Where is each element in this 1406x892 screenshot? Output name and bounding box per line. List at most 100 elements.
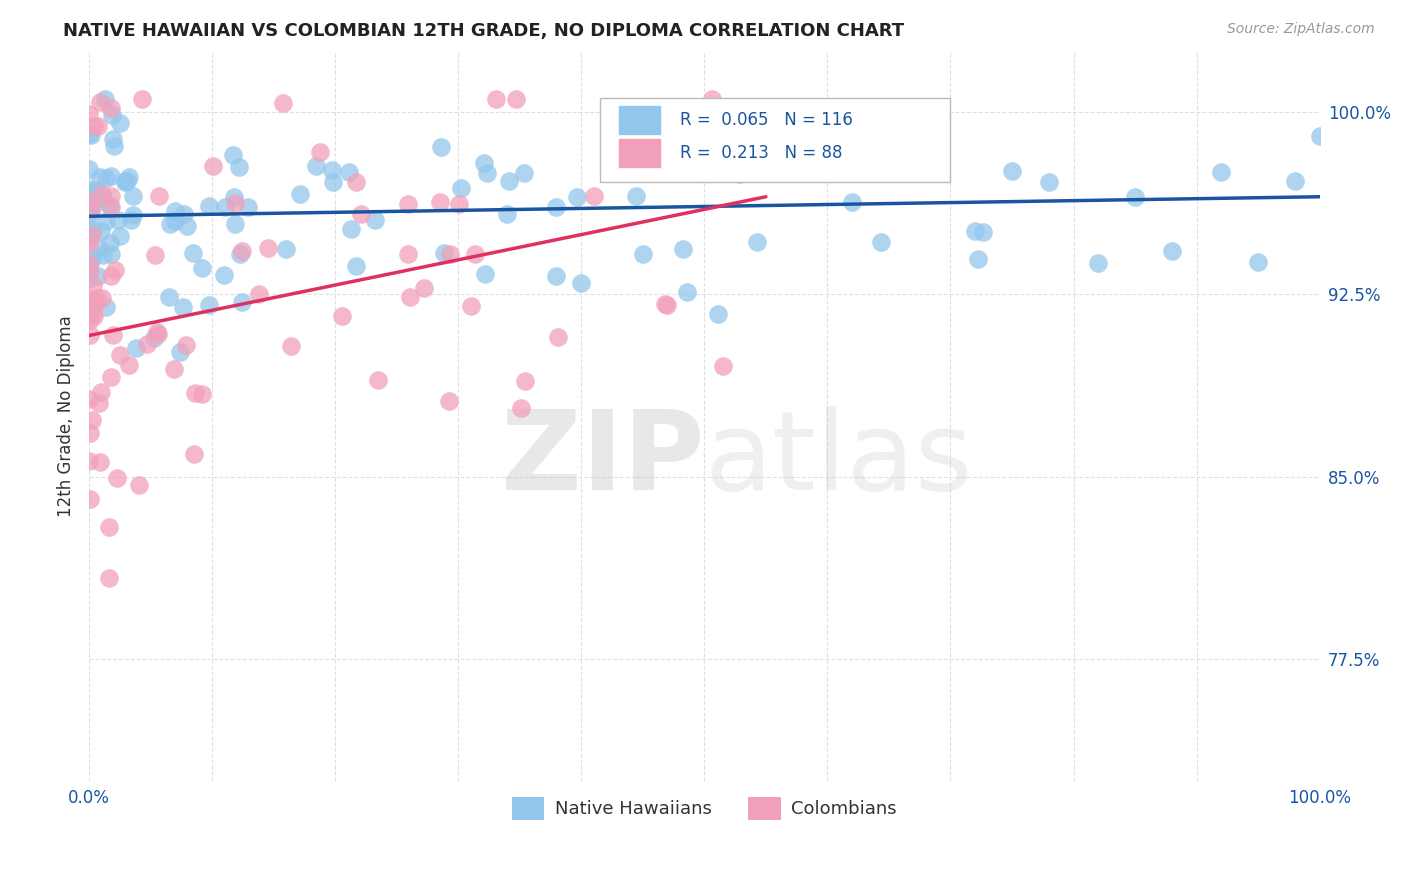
Point <box>165 204 187 219</box>
Point <box>82 278 104 293</box>
Point <box>143 331 166 345</box>
Text: NATIVE HAWAIIAN VS COLOMBIAN 12TH GRADE, NO DIPLOMA CORRELATION CHART: NATIVE HAWAIIAN VS COLOMBIAN 12TH GRADE,… <box>63 22 904 40</box>
Point <box>322 175 344 189</box>
Point <box>224 195 246 210</box>
Point <box>91 248 114 262</box>
Point <box>84 297 107 311</box>
FancyBboxPatch shape <box>600 98 950 182</box>
Point <box>82 413 104 427</box>
Point <box>544 200 567 214</box>
Text: atlas: atlas <box>704 406 973 513</box>
Point <box>367 373 389 387</box>
Point <box>472 155 495 169</box>
Point <box>1309 129 1331 144</box>
Text: R =  0.065   N = 116: R = 0.065 N = 116 <box>679 112 852 129</box>
Point <box>79 205 101 219</box>
Point <box>350 207 373 221</box>
Point <box>429 195 451 210</box>
Point <box>700 92 723 106</box>
Point <box>1161 244 1184 259</box>
Point <box>82 250 104 264</box>
Point <box>77 272 100 286</box>
Point <box>236 200 259 214</box>
Point <box>288 186 311 201</box>
Point <box>77 182 100 196</box>
Point <box>396 197 419 211</box>
Point <box>637 131 659 145</box>
Point <box>79 226 101 240</box>
Point <box>172 300 194 314</box>
Point <box>148 326 170 341</box>
Point <box>100 247 122 261</box>
Point <box>86 184 108 198</box>
Point <box>460 299 482 313</box>
Point <box>624 188 647 202</box>
Point <box>114 174 136 188</box>
Point <box>79 201 101 215</box>
Point <box>82 194 104 208</box>
Point <box>745 235 768 249</box>
Point <box>100 370 122 384</box>
Point <box>169 345 191 359</box>
Point <box>869 235 891 249</box>
Point <box>143 248 166 262</box>
Point <box>496 207 519 221</box>
Point <box>79 293 101 308</box>
Point <box>91 191 114 205</box>
Point <box>98 571 121 585</box>
Point <box>148 188 170 202</box>
Point <box>163 213 186 227</box>
Point <box>94 92 117 106</box>
Point <box>163 361 186 376</box>
Point <box>439 394 461 409</box>
Point <box>655 138 678 153</box>
Point <box>97 520 120 534</box>
Point <box>87 268 110 283</box>
Point <box>77 231 100 245</box>
Point <box>841 194 863 209</box>
Y-axis label: 12th Grade, No Diploma: 12th Grade, No Diploma <box>58 315 75 516</box>
Point <box>80 227 103 242</box>
Point <box>191 386 214 401</box>
Point <box>224 190 246 204</box>
Point <box>79 263 101 277</box>
Point <box>176 219 198 233</box>
Point <box>276 242 298 256</box>
Point <box>450 181 472 195</box>
Point <box>82 306 104 320</box>
Point <box>505 92 527 106</box>
Point <box>84 192 107 206</box>
Point <box>1000 164 1022 178</box>
Point <box>513 166 536 180</box>
Point <box>224 217 246 231</box>
Point <box>672 242 695 256</box>
Point <box>1211 165 1233 179</box>
Text: ZIP: ZIP <box>501 406 704 513</box>
Point <box>100 169 122 183</box>
Point <box>184 386 207 401</box>
Point <box>79 313 101 327</box>
Point <box>100 200 122 214</box>
Point <box>107 212 129 227</box>
Point <box>104 263 127 277</box>
Point <box>231 294 253 309</box>
Point <box>485 92 508 106</box>
Point <box>79 161 101 176</box>
Point <box>707 307 730 321</box>
Point <box>83 184 105 198</box>
Point <box>247 286 270 301</box>
Bar <box>619 104 661 136</box>
Point <box>77 128 100 142</box>
Point <box>498 174 520 188</box>
Legend: Native Hawaiians, Colombians: Native Hawaiians, Colombians <box>505 790 904 827</box>
Point <box>433 246 456 260</box>
Point <box>972 225 994 239</box>
Point <box>344 175 367 189</box>
Point <box>108 116 131 130</box>
Point <box>101 132 124 146</box>
Point <box>100 189 122 203</box>
Point <box>965 224 987 238</box>
Point <box>89 169 111 184</box>
Bar <box>619 137 661 169</box>
Point <box>79 328 101 343</box>
